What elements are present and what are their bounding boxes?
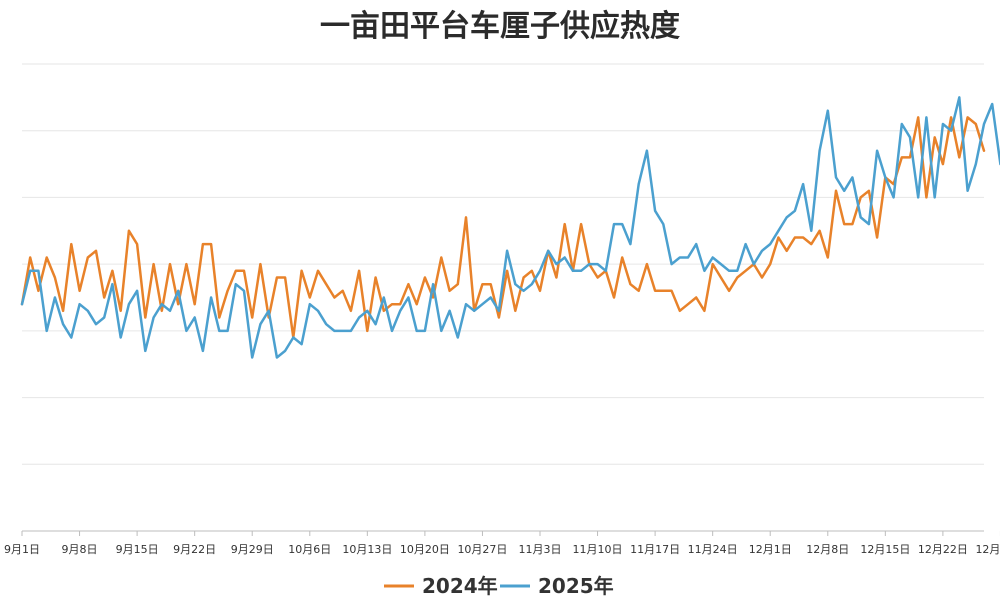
x-tick-label: 9月1日 — [4, 543, 40, 556]
series-line-0 — [20, 116, 986, 339]
gridlines — [22, 63, 984, 465]
x-tick-label: 10月13日 — [342, 543, 392, 556]
legend-label: 2025年 — [538, 574, 614, 598]
x-tick-label: 9月22日 — [173, 543, 216, 556]
x-tick-label: 12月1日 — [749, 543, 792, 556]
x-tick-label: 12月8日 — [806, 543, 849, 556]
x-tick-label: 11月17日 — [630, 543, 680, 556]
x-tick-label: 10月20日 — [400, 543, 450, 556]
x-tick-label: 12月29日 — [975, 543, 1000, 556]
series-lines — [20, 96, 1000, 359]
x-tick-label: 12月15日 — [860, 543, 910, 556]
legend: 2024年 2025年 — [384, 574, 614, 598]
x-tick-label: 12月22日 — [918, 543, 968, 556]
x-tick-label: 10月6日 — [288, 543, 331, 556]
x-axis-ticks: 9月1日 9月8日 9月15日 9月22日 9月29日 10月6日 10月13日 10月20日… — [4, 531, 1000, 556]
x-tick-label: 11月10日 — [573, 543, 623, 556]
x-tick-label: 9月8日 — [62, 543, 98, 556]
chart-title: 一亩田平台车厘子供应热度 — [320, 9, 680, 44]
x-tick-label: 9月15日 — [116, 543, 159, 556]
series-line-1 — [20, 96, 1000, 359]
x-tick-label: 11月24日 — [688, 543, 738, 556]
x-tick-label: 11月3日 — [519, 543, 562, 556]
x-tick-label: 9月29日 — [231, 543, 274, 556]
legend-label: 2024年 — [422, 574, 498, 598]
x-tick-label: 10月27日 — [457, 543, 507, 556]
